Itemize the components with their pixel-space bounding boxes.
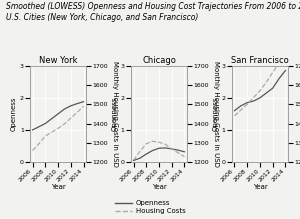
Y-axis label: Openness: Openness bbox=[213, 97, 219, 131]
Legend: Openness, Housing Costs: Openness, Housing Costs bbox=[113, 199, 187, 215]
X-axis label: Year: Year bbox=[51, 184, 65, 190]
Y-axis label: Openness: Openness bbox=[112, 97, 118, 131]
Y-axis label: Monthly Housing Costs in USD: Monthly Housing Costs in USD bbox=[112, 61, 118, 167]
X-axis label: Year: Year bbox=[253, 184, 267, 190]
Title: Chicago: Chicago bbox=[142, 56, 176, 65]
Title: San Francisco: San Francisco bbox=[231, 56, 289, 65]
Text: Smoothed (LOWESS) Openness and Housing Cost Trajectories From 2006 to 2014 in Th: Smoothed (LOWESS) Openness and Housing C… bbox=[6, 2, 300, 22]
Title: New York: New York bbox=[39, 56, 77, 65]
X-axis label: Year: Year bbox=[152, 184, 166, 190]
Y-axis label: Monthly Housing Costs in USD: Monthly Housing Costs in USD bbox=[213, 61, 219, 167]
Y-axis label: Openness: Openness bbox=[11, 97, 17, 131]
